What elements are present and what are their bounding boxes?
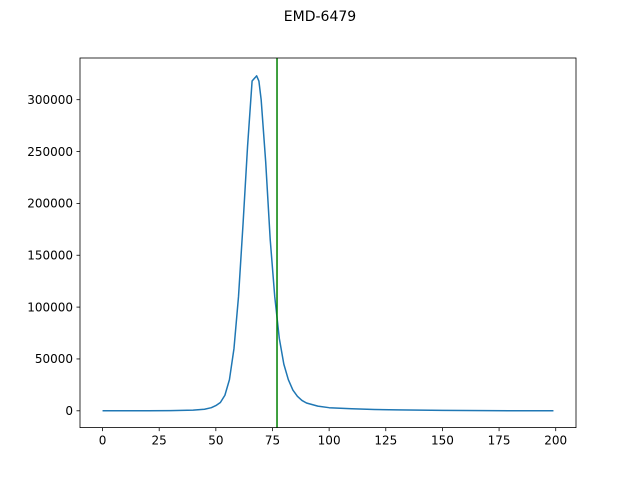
x-tick-label: 75 [265, 434, 280, 448]
x-tick-label: 125 [374, 434, 397, 448]
y-tick-label: 0 [65, 404, 73, 418]
chart-title: EMD-6479 [284, 9, 356, 25]
x-tick-label: 100 [318, 434, 341, 448]
x-tick-label: 200 [544, 434, 567, 448]
axes-layer: 0 25 50 75 100 125 150 175 200 0 50000 100000 150000… [27, 93, 567, 448]
x-tick-label: 50 [208, 434, 223, 448]
y-tick-label: 100000 [27, 300, 73, 314]
series-layer [102, 58, 554, 428]
x-tick-label: 0 [99, 434, 107, 448]
x-tick-label: 150 [431, 434, 454, 448]
y-tick-label: 150000 [27, 249, 73, 263]
series-line [102, 75, 554, 412]
x-tick-label: 175 [488, 434, 511, 448]
plot-frame [79, 57, 577, 429]
y-tick-label: 50000 [35, 352, 73, 366]
plot-area [80, 58, 576, 428]
y-tick-label: 250000 [27, 145, 73, 159]
x-tick-label: 25 [152, 434, 167, 448]
y-tick-label: 200000 [27, 197, 73, 211]
y-tick-label: 300000 [27, 93, 73, 107]
